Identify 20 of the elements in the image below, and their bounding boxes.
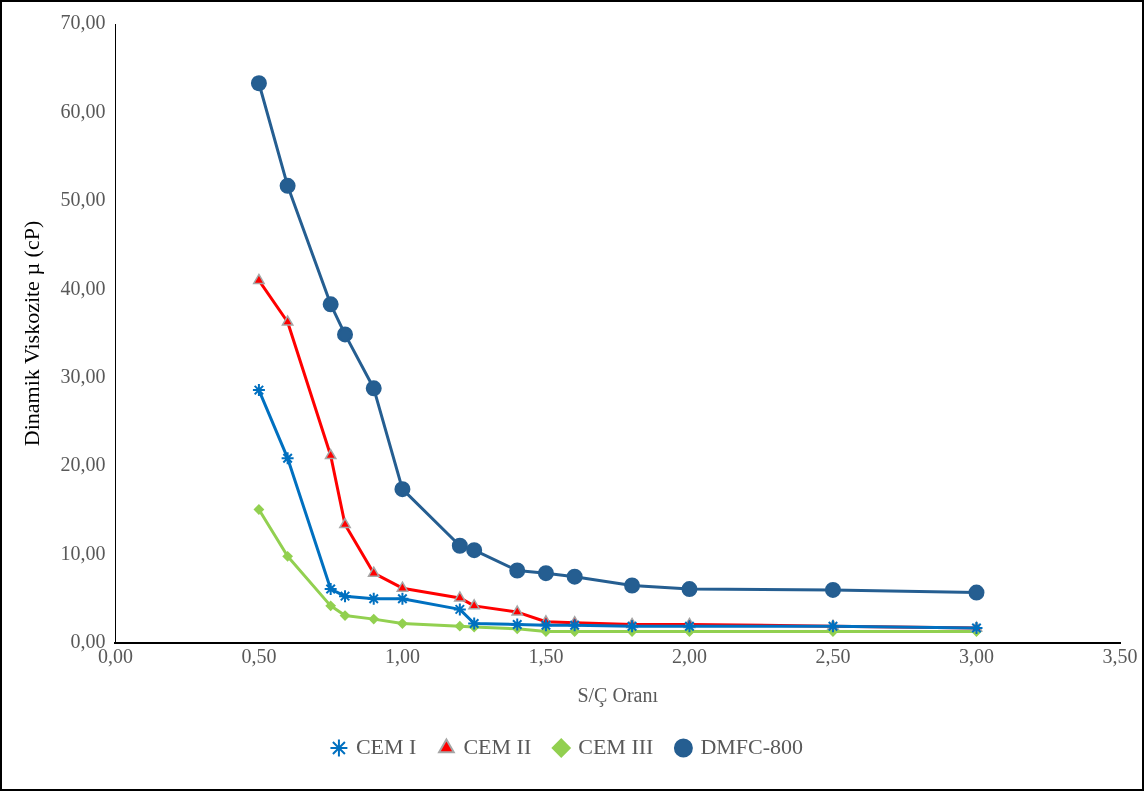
legend-label: CEM III — [578, 733, 654, 759]
y-tick-label: 50,00 — [60, 188, 106, 211]
x-tick-label: 1,00 — [384, 645, 420, 668]
x-tick-label: 2,50 — [815, 645, 851, 668]
legend-label: CEM I — [355, 733, 417, 759]
y-tick-label: 60,00 — [60, 99, 106, 122]
x-axis-title: S/Ç Oranı — [577, 684, 659, 708]
y-tick-label: 30,00 — [60, 364, 106, 387]
legend-label: CEM II — [463, 733, 532, 759]
y-tick-label: 20,00 — [60, 453, 106, 476]
y-tick-label: 40,00 — [60, 276, 106, 299]
x-tick-label: 0,50 — [241, 645, 277, 668]
y-axis-title: Dinamik Viskozite µ (cP) — [18, 220, 44, 447]
legend-label: DMFC-800 — [700, 733, 804, 759]
x-tick-label: 2,00 — [671, 645, 707, 668]
y-tick-label: 10,00 — [60, 541, 106, 564]
x-tick-label: 1,50 — [528, 645, 564, 668]
x-tick-label: 3,50 — [1102, 645, 1138, 668]
y-tick-label: 70,00 — [60, 11, 106, 34]
x-tick-label: 3,00 — [958, 645, 994, 668]
